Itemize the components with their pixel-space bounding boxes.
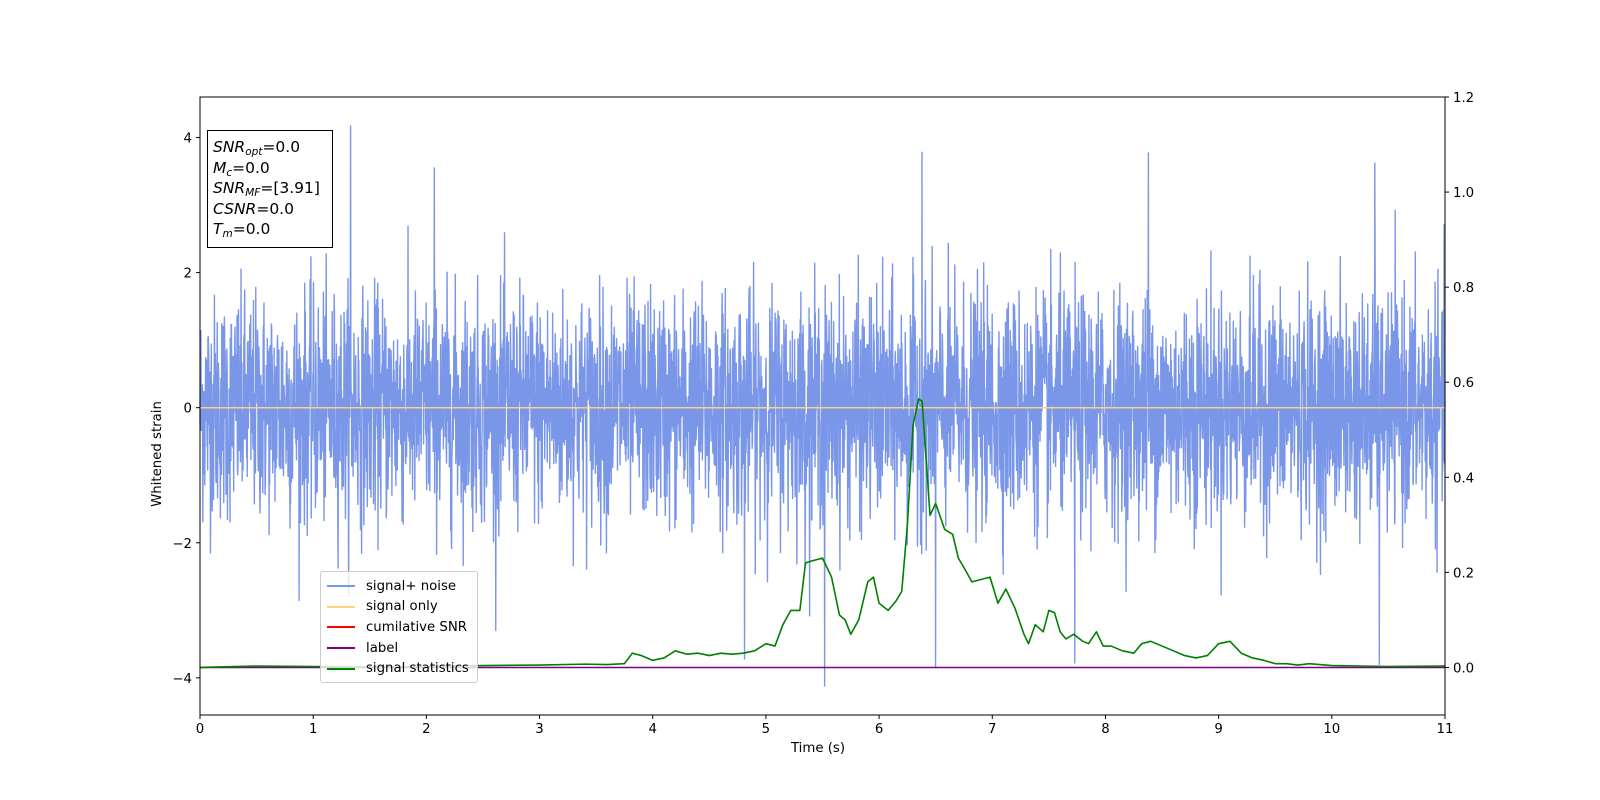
info-mc: Mc=0.0 xyxy=(213,158,270,179)
y2-tick-label: 0.4 xyxy=(1453,471,1474,486)
y2-tick-label: 0.0 xyxy=(1453,661,1474,676)
y-tick-label: 2 xyxy=(184,267,192,282)
y-axis-label: Whitened strain xyxy=(150,401,165,507)
legend-swatch xyxy=(327,605,355,608)
y2-tick-label: 1.2 xyxy=(1453,91,1474,106)
info-tm: Tm=0.0 xyxy=(213,220,271,240)
info-box: SNRopt=0.0 Mc=0.0 SNRMF=[3.91] CSNR=0.0 … xyxy=(207,130,333,248)
x-tick-label: 2 xyxy=(422,722,430,737)
x-tick-label: 1 xyxy=(309,722,317,737)
y-tick-label: −4 xyxy=(172,672,192,687)
info-snr-opt: SNRopt=0.0 xyxy=(213,138,301,158)
y-tick-label: 0 xyxy=(184,402,192,417)
legend-item-signal-only: signal only xyxy=(327,597,477,618)
y2-tick-label: 0.2 xyxy=(1453,566,1474,581)
signal-statistics-line xyxy=(199,398,1446,669)
info-snr-mf: SNRMF=[3.91] xyxy=(213,179,320,199)
x-axis-label: Time (s) xyxy=(790,741,845,756)
x-tick-label: 11 xyxy=(1437,722,1454,737)
x-tick-label: 3 xyxy=(535,722,543,737)
x-tick-label: 10 xyxy=(1323,722,1340,737)
plot-frame xyxy=(199,96,1446,716)
y2-tick-label: 0.6 xyxy=(1453,376,1474,391)
legend-swatch xyxy=(327,585,355,588)
x-tick-label: 6 xyxy=(875,722,883,737)
y-tick-label: −2 xyxy=(172,537,192,552)
y2-tick-label: 1.0 xyxy=(1453,186,1474,201)
legend-item-signal-noise: signal+ noise xyxy=(327,576,477,597)
x-tick-label: 4 xyxy=(648,722,656,737)
legend-item-signal-statistics: signal statistics xyxy=(327,658,477,679)
axes: 0 1 2 3 4 5 6 7 8 9 10 11 −4 −2 0 2 4 0.0 0.2 0.4 0.6 0.8 1.0 1… xyxy=(172,91,1474,737)
legend-swatch xyxy=(327,667,355,670)
x-tick-label: 7 xyxy=(988,722,996,737)
x-tick-label: 0 xyxy=(196,722,204,737)
legend-item-cumilative-snr: cumilative SNR xyxy=(327,617,477,638)
legend-item-label: label xyxy=(327,638,477,659)
x-tick-label: 5 xyxy=(762,722,770,737)
signal-noise-line xyxy=(199,125,1446,687)
info-csnr: CSNR=0.0 xyxy=(213,199,294,218)
legend: signal+ noise signal only cumilative SNR… xyxy=(320,571,478,683)
legend-swatch xyxy=(327,626,355,629)
series-signal-statistics xyxy=(199,398,1446,669)
x-tick-label: 9 xyxy=(1214,722,1222,737)
y-tick-label: 4 xyxy=(184,132,192,147)
y2-tick-label: 0.8 xyxy=(1453,281,1474,296)
legend-swatch xyxy=(327,647,355,650)
x-tick-label: 8 xyxy=(1101,722,1109,737)
series-signal-noise xyxy=(199,125,1446,687)
